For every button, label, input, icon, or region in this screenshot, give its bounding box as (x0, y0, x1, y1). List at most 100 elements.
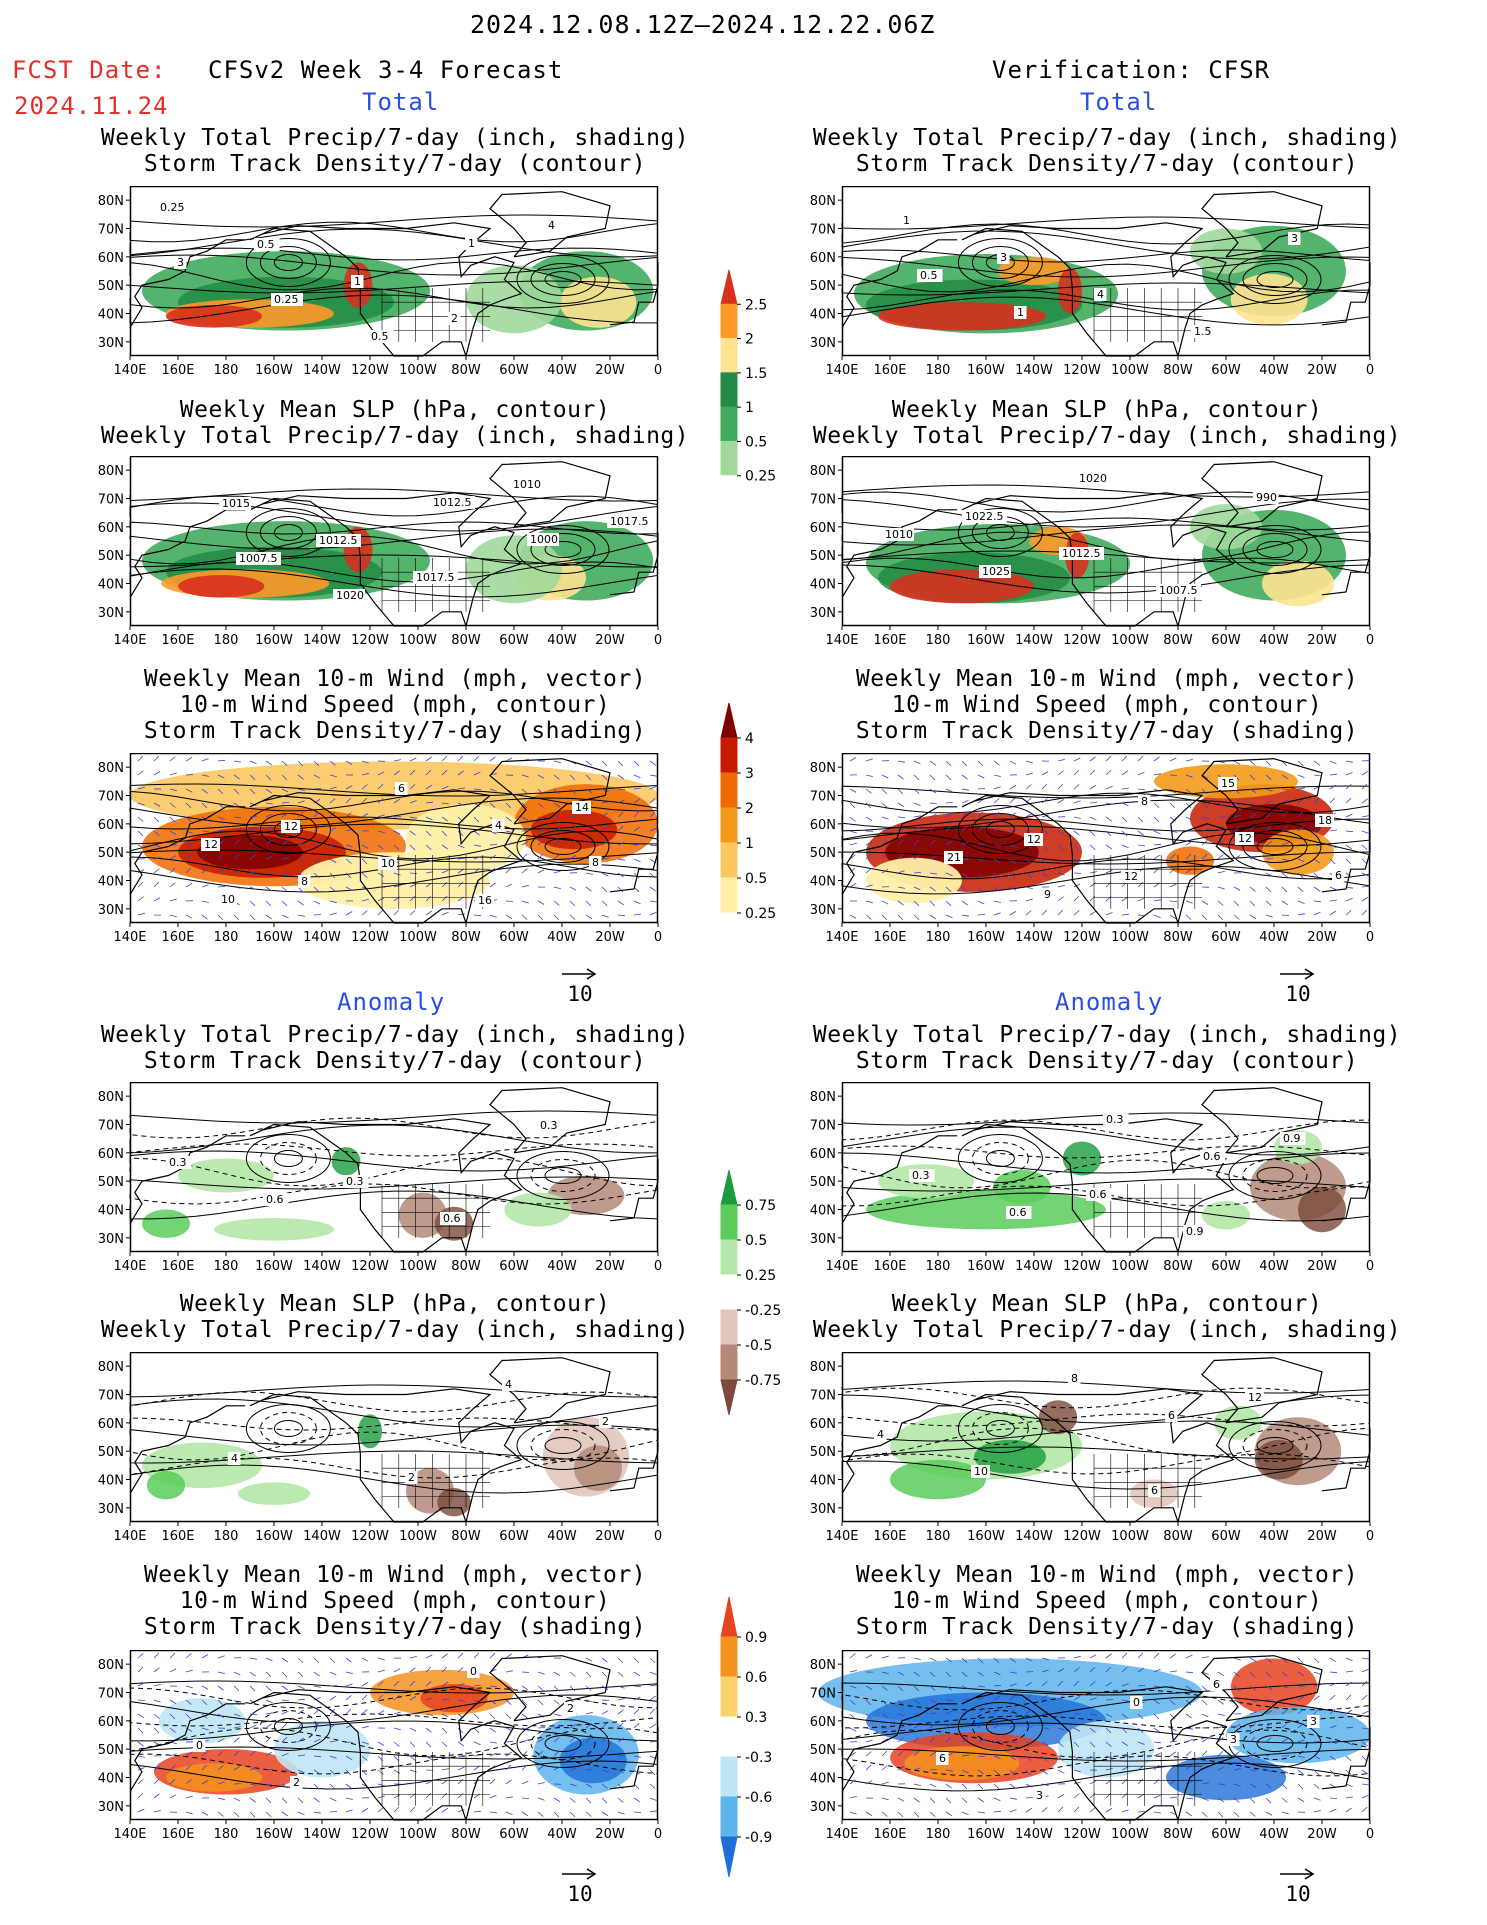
wind-vector (537, 1699, 544, 1706)
coastline (249, 222, 523, 359)
wind-vector (945, 812, 953, 818)
wind-vector (1201, 1782, 1209, 1785)
wind-vector (249, 886, 257, 891)
wind-vector (1345, 1796, 1353, 1799)
wind-vector (537, 802, 544, 808)
wind-vector (281, 1685, 288, 1691)
wind-vector (977, 798, 985, 804)
wind-vector (1297, 1783, 1304, 1790)
contour-label: 0.25 (160, 201, 185, 214)
wind-vector (1137, 1713, 1144, 1720)
wind-vector (1233, 1671, 1240, 1677)
wind-vector (345, 1695, 352, 1701)
wind-vector (265, 886, 273, 892)
lon-tick-label: 80W (451, 633, 481, 648)
wind-vector (201, 1764, 208, 1771)
wind-vector (881, 816, 889, 820)
wind-vector (249, 1736, 256, 1743)
wind-vector (1185, 816, 1193, 821)
wind-vector (313, 1738, 321, 1743)
wind-vector (361, 1682, 369, 1687)
lat-tick-label: 70N (810, 223, 836, 238)
contour-label: 0.5 (257, 238, 275, 251)
coastline (841, 509, 958, 599)
shading-region (1262, 829, 1334, 875)
wind-vector (281, 1783, 288, 1789)
lon-tick-label: 140W (1015, 1259, 1053, 1274)
contour-label-bg (979, 565, 1011, 578)
lon-tick-label: 160W (255, 1827, 293, 1842)
contour-label-bg (290, 1776, 303, 1789)
wind-vector (601, 825, 608, 832)
wind-vector (185, 1713, 192, 1720)
wind-vector (473, 1810, 481, 1813)
wind-vector-layer (849, 1652, 1369, 1818)
wind-vector (897, 1811, 904, 1818)
wind-vector (1297, 1671, 1305, 1677)
wind-vector (617, 1737, 625, 1743)
contour-label-bg (1200, 1150, 1226, 1163)
lat-tick-label: 40N (810, 875, 836, 890)
wind-vector (1105, 816, 1112, 822)
wind-vector (585, 886, 592, 892)
wind-vector (345, 1683, 353, 1687)
contour-line (841, 531, 1371, 561)
lon-tick-label: 180 (926, 1529, 951, 1544)
wind-vector (1073, 1727, 1081, 1732)
wind-vector (249, 802, 257, 807)
wind-vector (1329, 886, 1337, 891)
contour-line (129, 783, 659, 797)
wind-vector (1137, 1652, 1144, 1659)
wind-vector (505, 1670, 513, 1673)
wind-vector (441, 1755, 449, 1759)
lon-tick-label: 160W (255, 1259, 293, 1274)
contour-line (841, 865, 1371, 895)
contour-line (129, 495, 659, 517)
wind-vector (281, 872, 289, 876)
lon-tick-label: 0 (1366, 930, 1374, 945)
wind-vector (1265, 1737, 1272, 1743)
wind-vector (185, 854, 192, 860)
wind-vector (1009, 1708, 1016, 1715)
panel-title-line: Storm Track Density/7-day (contour) (143, 1048, 647, 1074)
wind-vector (505, 854, 512, 860)
wind-vector (1169, 802, 1176, 809)
wind-vector (1041, 858, 1048, 865)
wind-vector (977, 1696, 985, 1701)
wind-vector (281, 760, 288, 766)
wind-vector (233, 854, 240, 860)
wind-vector (393, 1711, 401, 1715)
vf-anom-precip-map: 0.60.90.90.30.60.30.680N70N60N50N40N30N1… (810, 1081, 1374, 1274)
wind-vector (153, 1741, 161, 1746)
lat-tick-label: 60N (98, 251, 124, 266)
wind-vector (153, 1684, 161, 1687)
wind-vector (1313, 900, 1321, 903)
wind-vector (409, 784, 416, 790)
coastline-layer (841, 758, 1371, 926)
wind-vector (1089, 1713, 1097, 1717)
wind-vector (1313, 872, 1320, 879)
wind-vector (1201, 816, 1209, 820)
wind-vector (473, 844, 481, 847)
wind-vector (345, 1769, 352, 1776)
wind-vector (569, 886, 577, 891)
contour-label: 0.3 (346, 1175, 364, 1188)
wind-vector (617, 1769, 625, 1774)
wind-vector (1233, 1657, 1241, 1661)
lon-tick-label: 180 (214, 1259, 239, 1274)
contour-label: 1015 (222, 497, 250, 510)
contour-label-bg (1156, 584, 1201, 597)
wind-vector (137, 755, 144, 762)
wind-vector (473, 830, 480, 836)
lon-tick-label: 180 (214, 633, 239, 648)
colorbar-segment (720, 842, 738, 879)
wind-vector (489, 756, 496, 762)
wind-vector (441, 911, 449, 916)
lat-tick-label: 50N (98, 1743, 124, 1758)
wind-vector (1009, 1695, 1016, 1701)
wind-vector (1137, 1741, 1145, 1745)
contour-label: 12 (1124, 870, 1138, 883)
wind-vector (849, 867, 856, 874)
wind-vector (297, 1811, 305, 1816)
wind-vector (1009, 1724, 1017, 1729)
